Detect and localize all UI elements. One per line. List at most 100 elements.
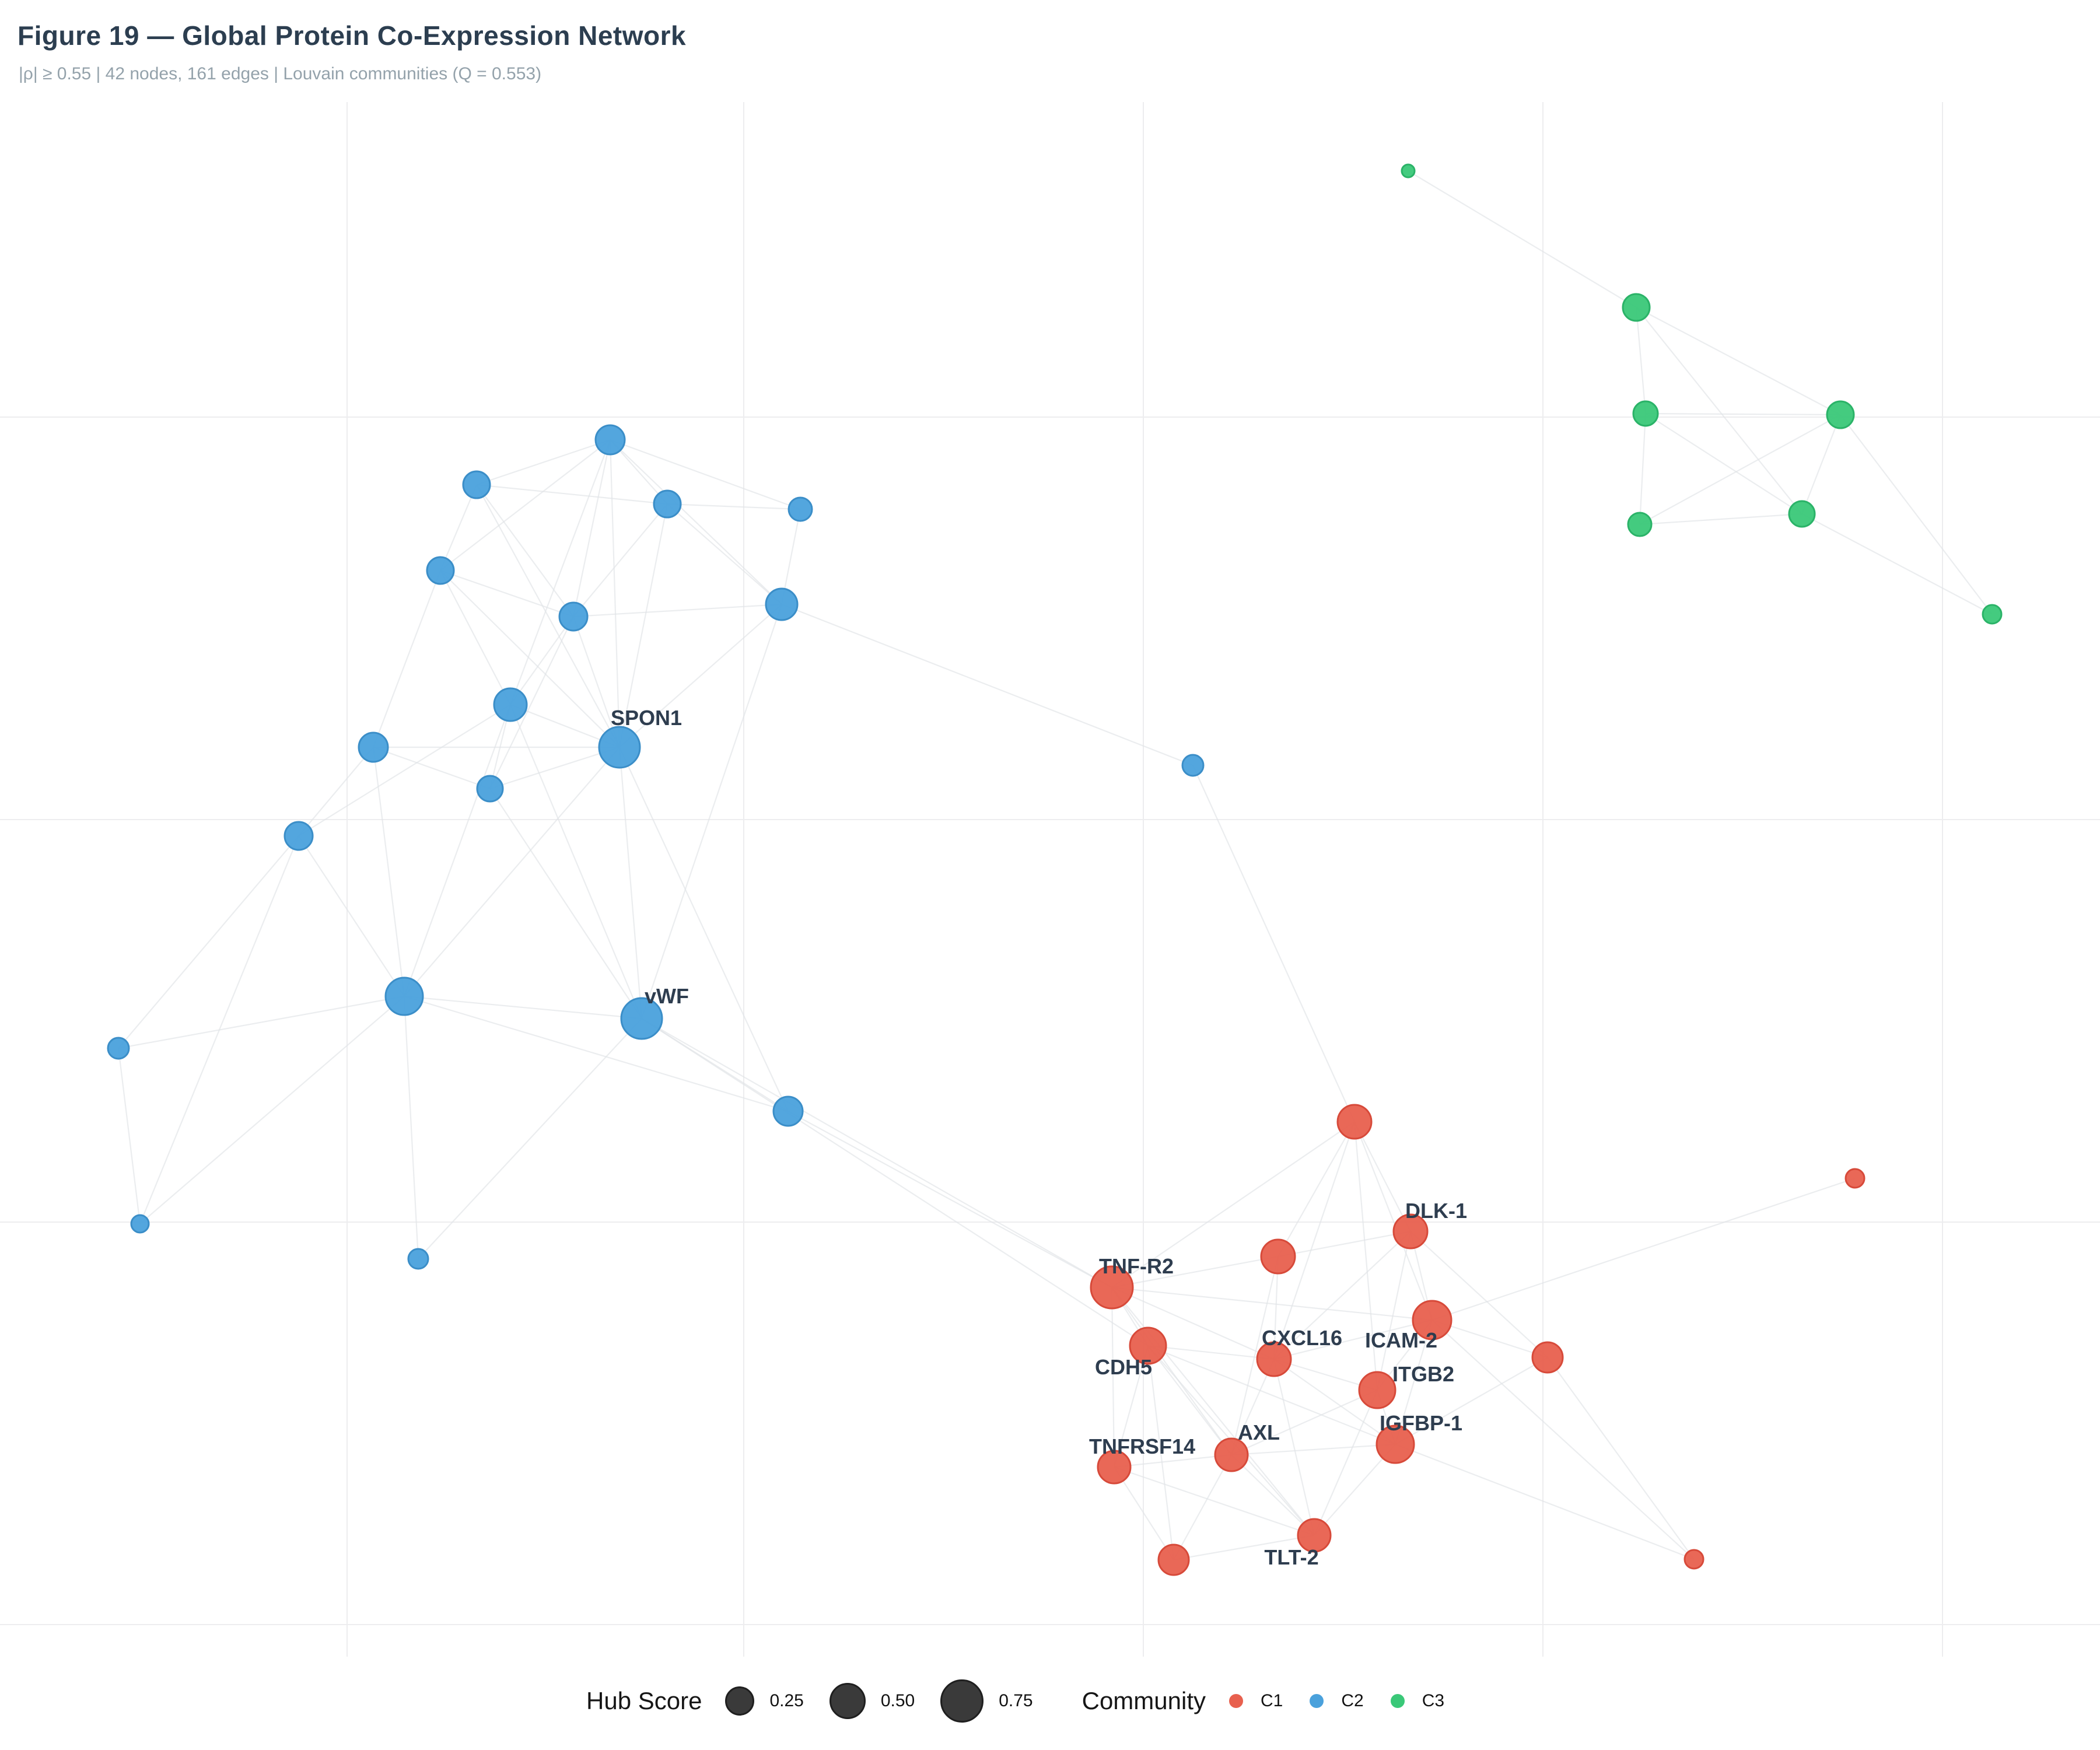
edge-g1-g2 [1408, 170, 1637, 308]
edge-b9-b13 [372, 747, 405, 997]
node-r16[interactable] [1684, 1549, 1704, 1570]
node-b13[interactable] [384, 977, 424, 1016]
node-ITGB2[interactable] [1358, 1371, 1396, 1409]
node-r1[interactable] [1336, 1104, 1373, 1140]
community-label: C1 [1261, 1691, 1283, 1710]
node-label-CDH5: CDH5 [1095, 1355, 1152, 1379]
node-b17[interactable] [130, 1214, 150, 1234]
edge-r13-r14 [1114, 1466, 1315, 1536]
node-r2[interactable] [1845, 1168, 1866, 1189]
node-label-ICAM-2: ICAM-2 [1365, 1328, 1437, 1352]
node-label-vWF: vWF [645, 984, 689, 1008]
edge-g2-g6 [1636, 307, 1803, 514]
node-g2[interactable] [1622, 293, 1651, 322]
community-legend-item-C3[interactable]: C3 [1390, 1691, 1444, 1711]
edge-b15-b17 [117, 1048, 141, 1224]
node-b6[interactable] [765, 587, 799, 621]
edge-r14-r15 [1173, 1534, 1315, 1561]
edge-r1-r4 [1278, 1121, 1355, 1257]
node-b3[interactable] [653, 489, 682, 519]
node-label-TNF-R2: TNF-R2 [1099, 1254, 1174, 1278]
node-b2[interactable] [462, 470, 491, 499]
node-b19[interactable] [1181, 754, 1205, 777]
edge-b12-b15 [118, 835, 299, 1049]
node-b15[interactable] [107, 1037, 130, 1060]
edge-b1-b10 [609, 439, 621, 748]
node-SPON1[interactable] [598, 726, 641, 769]
edge-g6-g7 [1801, 513, 1993, 615]
node-vWF[interactable] [620, 997, 663, 1040]
node-label-ITGB2: ITGB2 [1392, 1362, 1454, 1386]
community-legend-title: Community [1082, 1687, 1206, 1714]
edge-b14-r5 [641, 1018, 1112, 1288]
hub-score-item-0.75: 0.75 [940, 1679, 1033, 1723]
hub-size-value: 0.25 [769, 1691, 804, 1710]
node-CXCL16[interactable] [1256, 1341, 1292, 1377]
edge-r7-r12 [1147, 1345, 1232, 1455]
edge-r1-r6 [1353, 1121, 1433, 1321]
node-g5[interactable] [1627, 512, 1653, 537]
node-TNF-R2[interactable] [1090, 1265, 1134, 1310]
node-CDH5[interactable] [1129, 1326, 1167, 1365]
edge-r5-r12 [1111, 1287, 1232, 1455]
edge-r8-r14 [1273, 1359, 1315, 1536]
node-TLT-2[interactable] [1297, 1518, 1332, 1553]
node-b8[interactable] [493, 687, 528, 722]
hub-size-swatch-0.50 [829, 1683, 866, 1719]
node-g3[interactable] [1632, 400, 1659, 427]
node-r15[interactable] [1157, 1544, 1190, 1576]
gridlines [0, 102, 2100, 1657]
node-b16[interactable] [772, 1096, 804, 1127]
node-g6[interactable] [1788, 500, 1816, 528]
edge-b1-b5 [440, 439, 611, 571]
edge-b10-b13 [404, 747, 620, 997]
edge-r10-r12 [1231, 1389, 1378, 1456]
hub-score-item-0.50: 0.50 [829, 1683, 915, 1719]
edge-r3-r8 [1273, 1231, 1411, 1360]
node-g4[interactable] [1826, 400, 1855, 429]
edge-b3-b6 [667, 503, 782, 605]
edge-b9-b11 [373, 746, 491, 790]
node-b7[interactable] [558, 601, 589, 632]
edge-g2-g3 [1635, 307, 1647, 414]
edge-b10-b14 [618, 747, 643, 1019]
hub-size-swatch-0.25 [725, 1686, 755, 1716]
node-label-TNFRSF14: TNFRSF14 [1089, 1434, 1195, 1458]
node-b5[interactable] [426, 556, 455, 585]
node-ICAM-2[interactable] [1412, 1300, 1452, 1340]
edges [117, 170, 1993, 1561]
node-g7[interactable] [1982, 604, 2003, 625]
community-legend-item-C1[interactable]: C1 [1229, 1691, 1283, 1711]
node-AXL[interactable] [1214, 1437, 1249, 1472]
edge-b5-b10 [440, 570, 620, 748]
node-r4[interactable] [1260, 1238, 1296, 1275]
edge-r13-r15 [1114, 1466, 1174, 1560]
node-TNFRSF14[interactable] [1097, 1450, 1132, 1485]
node-b18[interactable] [407, 1248, 429, 1270]
edge-r9-r16 [1547, 1357, 1695, 1560]
edge-g3-g6 [1645, 413, 1803, 514]
edge-r6-r16 [1432, 1320, 1695, 1560]
node-DLK-1[interactable] [1392, 1213, 1429, 1250]
node-r9[interactable] [1531, 1341, 1564, 1374]
edge-r12-r15 [1173, 1454, 1232, 1560]
community-legend-item-C2[interactable]: C2 [1310, 1691, 1364, 1711]
edge-r1-r5 [1111, 1121, 1355, 1288]
edge-b1-b6 [610, 439, 782, 605]
edge-b2-b3 [476, 484, 668, 505]
edge-g5-g6 [1639, 513, 1803, 526]
node-b9[interactable] [358, 732, 389, 763]
node-label-SPON1: SPON1 [611, 706, 682, 730]
node-label-AXL: AXL [1238, 1420, 1280, 1444]
edge-b5-b9 [372, 570, 442, 748]
node-b4[interactable] [788, 496, 813, 522]
node-b11[interactable] [476, 775, 504, 803]
node-b1[interactable] [594, 424, 626, 456]
node-b12[interactable] [284, 821, 314, 851]
edge-r11-r12 [1231, 1443, 1396, 1456]
edge-r3-r10 [1376, 1231, 1412, 1391]
node-IGFBP-1[interactable] [1376, 1424, 1415, 1464]
node-g1[interactable] [1401, 163, 1416, 178]
edge-b13-b17 [139, 996, 405, 1224]
